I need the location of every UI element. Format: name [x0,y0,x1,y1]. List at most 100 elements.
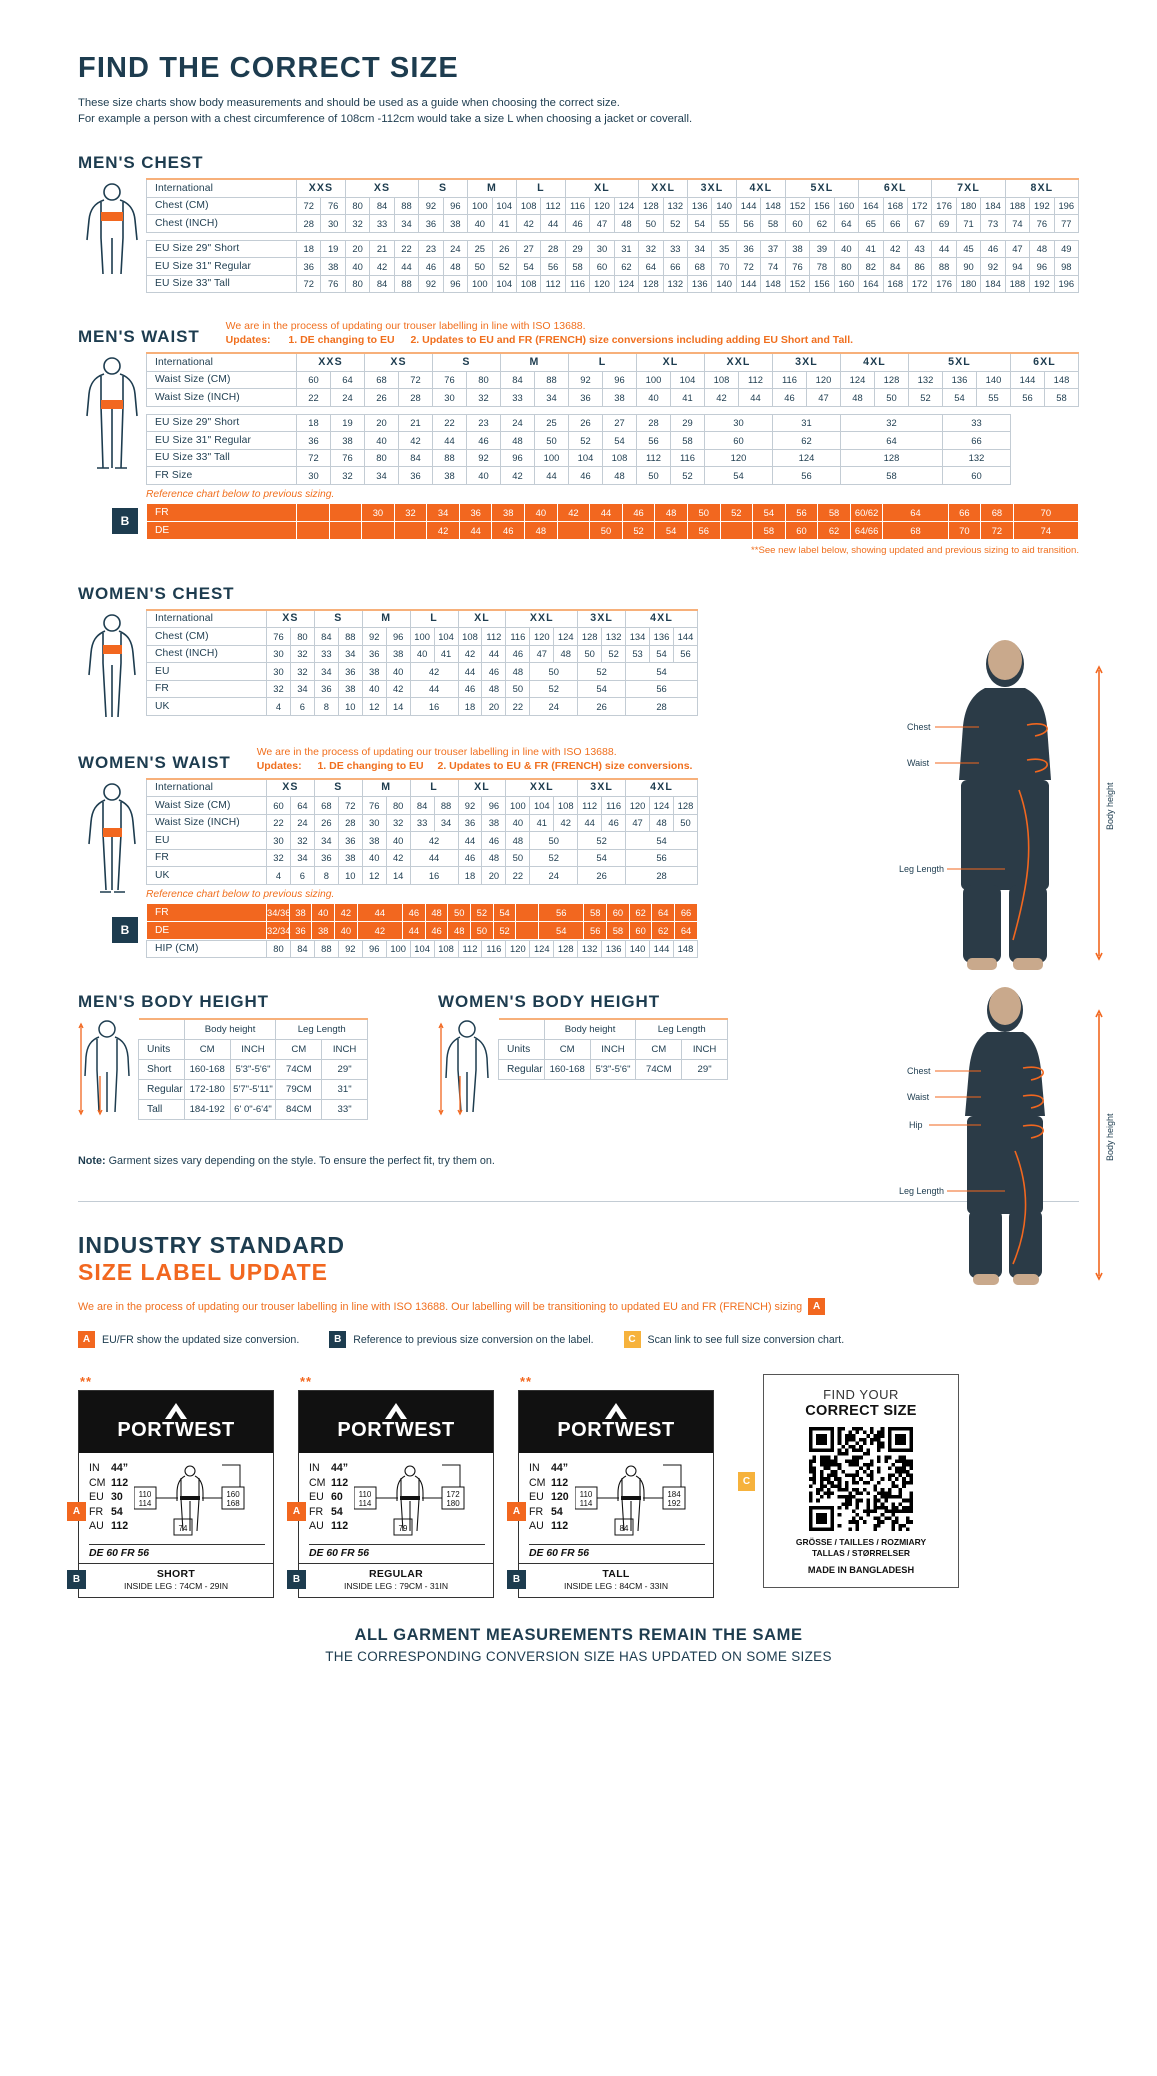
data-cell: 48 [553,644,579,663]
table-row: HIP (CM) 80 84 88 92 96 100 104 108 112 116 120 124 1… [146,939,699,958]
label-inside-leg: INSIDE LEG : 84CM - 33IN [563,1581,669,1591]
mens-waist-updates-label: Updates: [225,334,271,346]
table-row: Units CM INCH CM INCH [138,1039,368,1060]
data-cell: 116 [772,370,807,389]
data-cell: 38 [784,239,811,258]
data-cell: 29 [564,239,591,258]
data-cell: 72 [980,520,1014,540]
data-cell: 76 [1029,214,1055,233]
data-cell: 68 [313,796,339,815]
data-cell: 19 [330,413,365,432]
data-cell: 5'7"-5'11" [229,1079,277,1100]
data-cell: 34 [433,813,459,832]
size-header-cell: XS [364,352,433,372]
data-cell: 132 [662,196,689,215]
data-cell: 50 [686,502,721,522]
data-cell: 36 [568,388,603,407]
size-header-cell: S [313,608,363,628]
data-cell: 52 [601,644,627,663]
label-code-key: EU [309,1491,324,1503]
data-cell: 100 [409,627,435,646]
label-examples: ** PORTWEST IN 44” CM 112 EU 30 FR 54 AU 112 110 114 1… [67,1374,1079,1598]
data-cell: 44 [458,520,493,540]
data-cell: 32 [466,388,501,407]
data-cell: 76 [320,196,346,215]
label-fit-name: TALL [602,1568,630,1580]
data-cell: 128 [638,274,664,293]
data-cell: 136 [649,627,674,646]
data-cell: 96 [442,196,469,215]
data-cell: 18 [296,413,331,432]
data-cell: 46 [481,831,507,850]
data-cell: 124 [529,939,555,958]
data-cell [361,520,395,540]
table-row: Regular 160-168 5'3"-5'6" 74CM 29" [498,1059,728,1080]
svg-text:184: 184 [667,1490,681,1499]
data-cell: 108 [433,939,459,958]
data-cell: 32 [638,239,664,258]
data-cell: 92 [361,627,387,646]
table-row: Waist Size (CM) 60 64 68 72 76 80 84 88 92 96 100 10… [146,796,699,815]
data-cell: 68 [686,257,713,276]
data-cell: 33 [500,388,535,407]
data-cell: 48 [654,502,688,522]
data-cell: 76 [266,627,291,646]
data-cell: 27 [515,239,542,258]
womens-waist-updates-label: Updates: [256,759,302,772]
data-cell: 69 [931,214,957,233]
data-cell: 42 [385,679,411,698]
row-label: Waist Size (INCH) [146,813,267,832]
data-cell: 28 [295,214,322,233]
data-cell: 20 [481,866,507,885]
qr-code-icon[interactable] [809,1427,913,1531]
industry-legend: A EU/FR show the updated size conversion.… [78,1331,1079,1348]
label-fit-name: SHORT [156,1568,196,1580]
size-header-cell: M [500,352,569,372]
portwest-logo-icon [605,1402,627,1419]
data-cell: 32 [289,644,315,663]
data-cell: 164 [858,196,884,215]
svg-text:160: 160 [226,1490,240,1499]
data-cell: 50 [529,662,579,681]
group-header-cell: Body height [543,1018,637,1040]
data-cell [296,520,330,540]
badge-a-lead: A [808,1298,826,1315]
data-cell: 96 [500,448,535,467]
data-cell: 48 [505,662,531,681]
label-code-value: 44” [111,1462,129,1474]
data-cell: 46 [568,466,603,485]
data-cell: 52 [908,388,943,407]
data-cell: 196 [1053,196,1080,215]
table-header-row: International XS S M L XL XXL 3XL 4XL [146,777,698,797]
data-cell: 140 [625,939,650,958]
data-cell: 47 [529,644,555,663]
unit-header-cell: INCH [229,1039,277,1060]
data-cell: 24 [330,388,365,407]
data-cell: 108 [553,796,579,815]
data-cell: 108 [515,274,542,293]
data-cell: 38 [320,257,346,276]
data-cell: 66 [882,214,908,233]
unit-header-cell: CM [275,1039,323,1060]
data-cell: 64 [638,257,664,276]
data-cell: 100 [467,196,493,215]
data-cell: 60 [784,214,811,233]
data-cell: 30 [361,502,395,522]
data-cell: 168 [882,196,908,215]
data-cell: 120 [529,627,555,646]
data-cell: 80 [385,796,411,815]
label-code-value: 54 [551,1505,563,1518]
data-cell: 58 [760,214,786,233]
data-cell: 108 [704,370,739,389]
data-cell: 176 [931,274,957,293]
closing-line1: ALL GARMENT MEASUREMENTS REMAIN THE SAME [354,1626,803,1644]
data-cell: 50 [589,520,623,540]
data-cell: 44 [457,831,483,850]
data-cell: 80 [289,627,315,646]
mens-body-height-title: MEN'S BODY HEIGHT [78,992,269,1011]
qr-foot-line1: GRÖSSE / TAILLES / ROZMIARY [795,1537,927,1547]
mens-waist-ref-note: Reference chart below to previous sizing… [146,488,335,500]
row-label: EU Size 31" Regular [146,431,297,450]
data-cell: 172 [906,196,933,215]
label-figure: 110 114 172 180 79 [353,1461,485,1539]
